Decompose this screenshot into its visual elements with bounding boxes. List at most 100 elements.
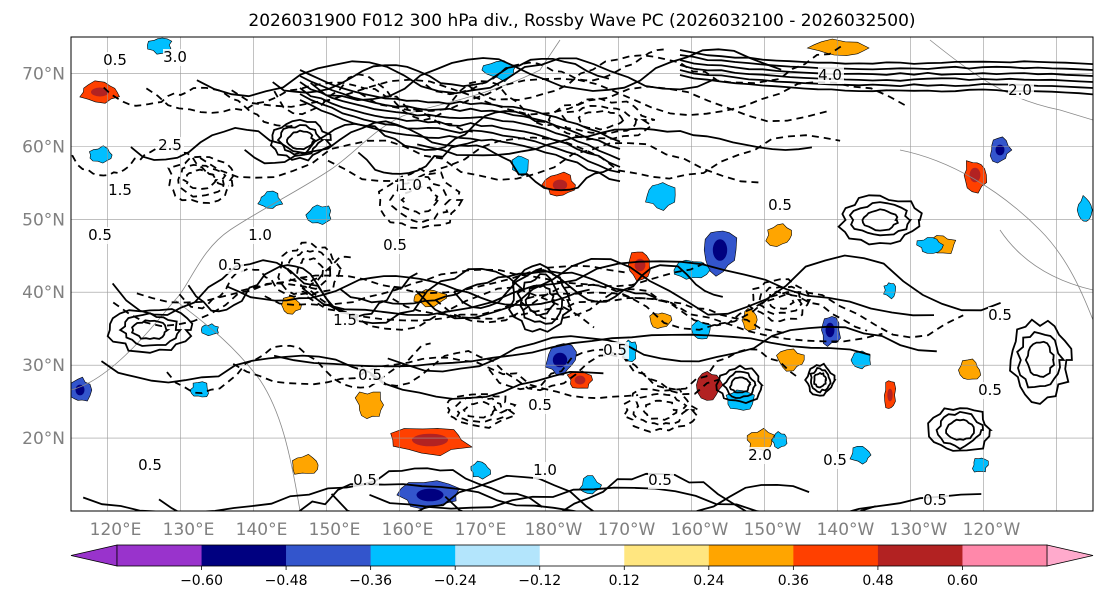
contour-label: 0.5	[923, 491, 947, 509]
longitude-labels: 120°E 130°E 140°E 150°E 160°E 170°E 180°W 170°W…	[90, 520, 1021, 540]
contour-negative	[377, 167, 464, 230]
longitude-label: 160°E	[382, 520, 434, 540]
contour-negative	[360, 350, 720, 396]
contour-label-bg	[1008, 82, 1034, 99]
latitude-label: 40°N	[22, 283, 65, 303]
contour-label-bg	[108, 182, 134, 199]
contour-negative	[167, 155, 236, 204]
contour-label-bg	[353, 472, 379, 489]
contour-positive	[118, 312, 183, 347]
contour-label-bg	[648, 472, 674, 489]
divergence-core	[634, 258, 646, 272]
colorbar-extend-min	[70, 544, 118, 567]
contour-negative	[462, 401, 498, 419]
colorbar-bin	[962, 545, 1048, 566]
longitude-label: 120°E	[90, 520, 142, 540]
coastline	[174, 299, 301, 511]
colorbar-bin	[370, 545, 456, 566]
contour-positive	[945, 418, 975, 441]
contour-label: 2.0	[1008, 81, 1032, 99]
contour-positive	[728, 376, 752, 394]
divergence-core	[574, 375, 586, 385]
contour-positive	[679, 54, 1093, 71]
colorbar-tick-label: −0.48	[265, 573, 308, 589]
contour-negative	[277, 241, 344, 297]
contour-label: 0.5	[383, 236, 407, 254]
contour-positive	[273, 333, 871, 368]
contour-label: 1.0	[248, 226, 272, 244]
contour-negative	[425, 48, 666, 96]
contour-positive	[299, 93, 621, 174]
colorbar-tick-label: 0.24	[693, 573, 724, 589]
contour-positive	[106, 308, 194, 354]
contour-label: 0.5	[103, 51, 127, 69]
contour-label-bg	[768, 197, 794, 214]
longitude-label: 130°W	[890, 520, 948, 540]
contour-negative	[641, 399, 678, 421]
contour-label-bg	[988, 307, 1014, 324]
contour-negative	[389, 175, 452, 224]
colorbar-bin	[455, 545, 541, 566]
contour-negative	[454, 395, 508, 423]
contour-positive	[415, 254, 1001, 320]
contour-label: 0.5	[353, 471, 377, 489]
longitude-label: 140°E	[236, 520, 288, 540]
contour-negative	[392, 297, 787, 335]
contour-label: 3.0	[163, 48, 187, 66]
divergence-fill	[292, 453, 319, 475]
contour-label-bg	[818, 67, 844, 84]
contour-positive	[369, 486, 982, 511]
contour-label: 2.5	[158, 136, 182, 154]
contour-label: 0.5	[823, 451, 847, 469]
contour-positive	[196, 57, 715, 98]
divergence-fill	[958, 358, 982, 380]
contour-negative	[182, 168, 219, 191]
colorbar-tick-label: −0.24	[434, 573, 477, 589]
longitude-label: 160°W	[671, 520, 729, 540]
contour-positive	[244, 110, 546, 165]
divergence-core	[825, 322, 835, 338]
longitude-label: 130°E	[163, 520, 215, 540]
contour-positive	[813, 371, 827, 389]
colorbar-bin	[624, 545, 710, 566]
divergence-fill	[696, 371, 724, 401]
contour-label-bg	[218, 257, 244, 274]
divergence-core	[75, 384, 85, 396]
colorbar-tick-label: −0.12	[518, 573, 561, 589]
contour-label: 1.5	[333, 311, 357, 329]
divergence-fill	[850, 350, 871, 370]
contour-label-bg	[248, 227, 274, 244]
contour-label: 0.5	[978, 381, 1002, 399]
contour-label-bg	[138, 457, 164, 474]
contour-positive	[225, 275, 590, 306]
divergence-fill	[649, 312, 673, 329]
contour-label-bg	[533, 462, 559, 479]
colorbar-tick-label: 0.12	[609, 573, 640, 589]
colorbar-frame	[116, 544, 1048, 567]
contour-label: 2.0	[748, 446, 772, 464]
contour-label: 0.5	[88, 226, 112, 244]
contour-label: 0.5	[218, 256, 242, 274]
divergence-core	[712, 239, 728, 261]
contour-positive	[100, 354, 604, 400]
contour-positive	[935, 410, 984, 450]
contour-negative	[756, 285, 806, 316]
latitude-label: 20°N	[22, 429, 65, 449]
longitude-label: 150°W	[744, 520, 802, 540]
contour-positive	[357, 144, 613, 192]
contour-positive	[339, 270, 657, 305]
coastline	[899, 149, 1093, 321]
latitude-labels: 20°N 30°N 40°N 50°N 60°N 70°N	[22, 64, 65, 449]
coastline	[929, 39, 1093, 121]
colorbar: −0.60 −0.48 −0.36 −0.24 −0.12 0.12 0.24 0.36 0.4…	[70, 544, 1094, 589]
divergence-fill	[89, 145, 113, 164]
contour-positive	[301, 260, 935, 317]
contour-positive	[679, 64, 1093, 83]
contour-label: 1.5	[108, 181, 132, 199]
divergence-fill	[916, 237, 944, 254]
latitude-label: 30°N	[22, 356, 65, 376]
contour-negative	[445, 393, 518, 429]
figure-title: 2026031900 F012 300 hPa div., Rossby Wav…	[248, 11, 915, 31]
contour-negative	[177, 163, 227, 198]
contour-label-bg	[358, 367, 384, 384]
